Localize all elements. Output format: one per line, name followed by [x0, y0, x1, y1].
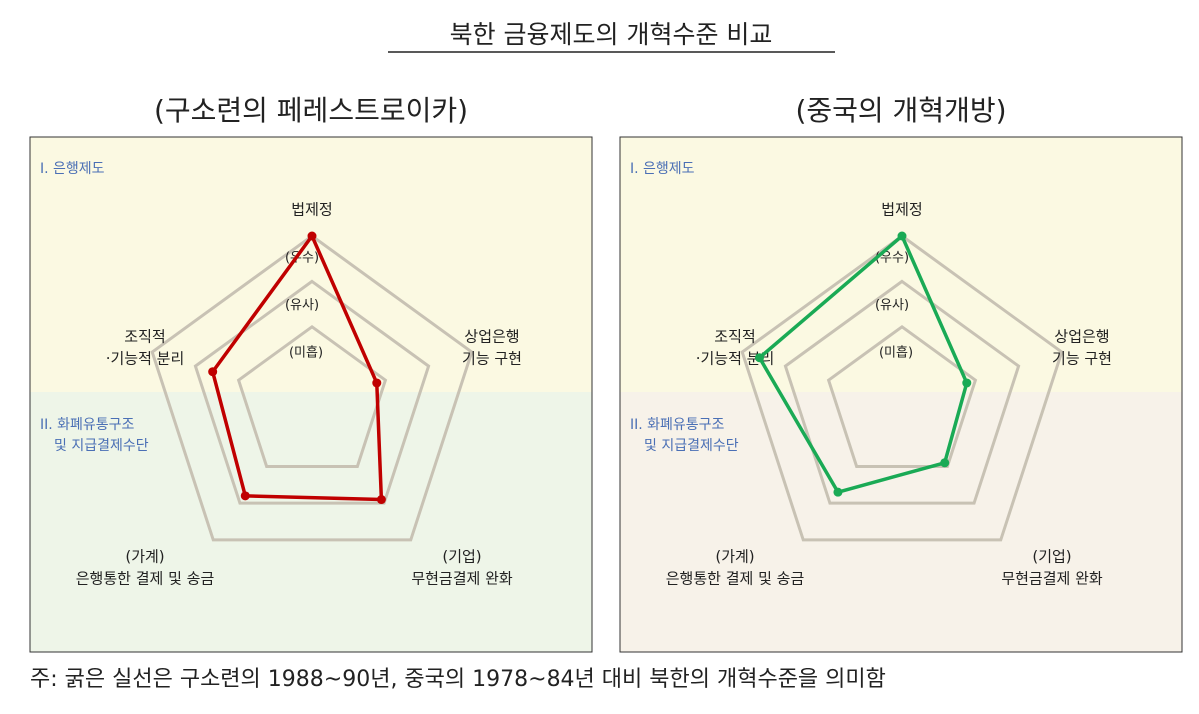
panel-top-bg — [30, 137, 592, 392]
ring-label: (유사) — [285, 298, 319, 313]
data-point — [376, 495, 386, 505]
category-label: ·기능적 분리 — [106, 350, 185, 368]
ring — [783, 279, 1021, 505]
panel-bottom-bg — [620, 392, 1182, 652]
page-title: 북한 금융제도의 개혁수준 비교 — [450, 20, 773, 49]
category-label: 기능 구현 — [1052, 350, 1112, 368]
category-label: ·기능적 분리 — [696, 350, 775, 368]
ring-label: (유사) — [875, 298, 909, 313]
category-label: 무현금결제 완화 — [411, 570, 513, 588]
panel-top-bg — [620, 137, 1182, 392]
category-label: (가계) — [715, 548, 754, 566]
ring-label: (미흡) — [289, 345, 323, 360]
data-point — [240, 491, 250, 501]
data-point — [897, 231, 907, 241]
footnote: 주: 굵은 실선은 구소련의 1988~90년, 중국의 1978~84년 대비… — [30, 667, 886, 692]
category-label: 무현금결제 완화 — [1001, 570, 1103, 588]
ring — [740, 234, 1064, 542]
section-label: 및 지급결제수단 — [644, 438, 739, 454]
ring — [193, 279, 431, 505]
data-point — [754, 353, 764, 363]
data-point — [372, 378, 382, 388]
panel-border — [619, 136, 1183, 653]
category-label: (기업) — [442, 548, 481, 566]
panel-border — [29, 136, 593, 653]
category-label: 법제정 — [291, 201, 332, 219]
section-label: I. 은행제도 — [630, 161, 695, 177]
series-line — [757, 234, 969, 494]
chart-subtitle: (중국의 개혁개방) — [795, 94, 1006, 127]
category-label: 은행통한 결제 및 송금 — [666, 570, 805, 588]
chart-subtitle: (구소련의 페레스트로이카) — [154, 94, 468, 127]
series-line — [210, 234, 384, 502]
category-label: 법제정 — [881, 201, 922, 219]
category-label: 상업은행 — [464, 328, 519, 346]
category-label: 조직적 — [124, 328, 165, 346]
data-point — [962, 378, 972, 388]
category-label: 조직적 — [714, 328, 755, 346]
section-label: I. 은행제도 — [40, 161, 105, 177]
section-label: II. 화폐유통구조 — [630, 417, 725, 433]
section-label: II. 화폐유통구조 — [40, 417, 135, 433]
data-point — [307, 231, 317, 241]
section-label: 및 지급결제수단 — [54, 438, 149, 454]
category-label: (가계) — [125, 548, 164, 566]
ring — [150, 234, 474, 542]
ring-label: (우수) — [875, 251, 909, 266]
ring-label: (미흡) — [879, 345, 913, 360]
category-label: (기업) — [1032, 548, 1071, 566]
data-point — [208, 367, 218, 377]
category-label: 은행통한 결제 및 송금 — [76, 570, 215, 588]
data-point — [833, 487, 843, 497]
data-point — [940, 458, 950, 468]
category-label: 기능 구현 — [462, 350, 522, 368]
panel-bottom-bg — [30, 392, 592, 652]
category-label: 상업은행 — [1054, 328, 1109, 346]
